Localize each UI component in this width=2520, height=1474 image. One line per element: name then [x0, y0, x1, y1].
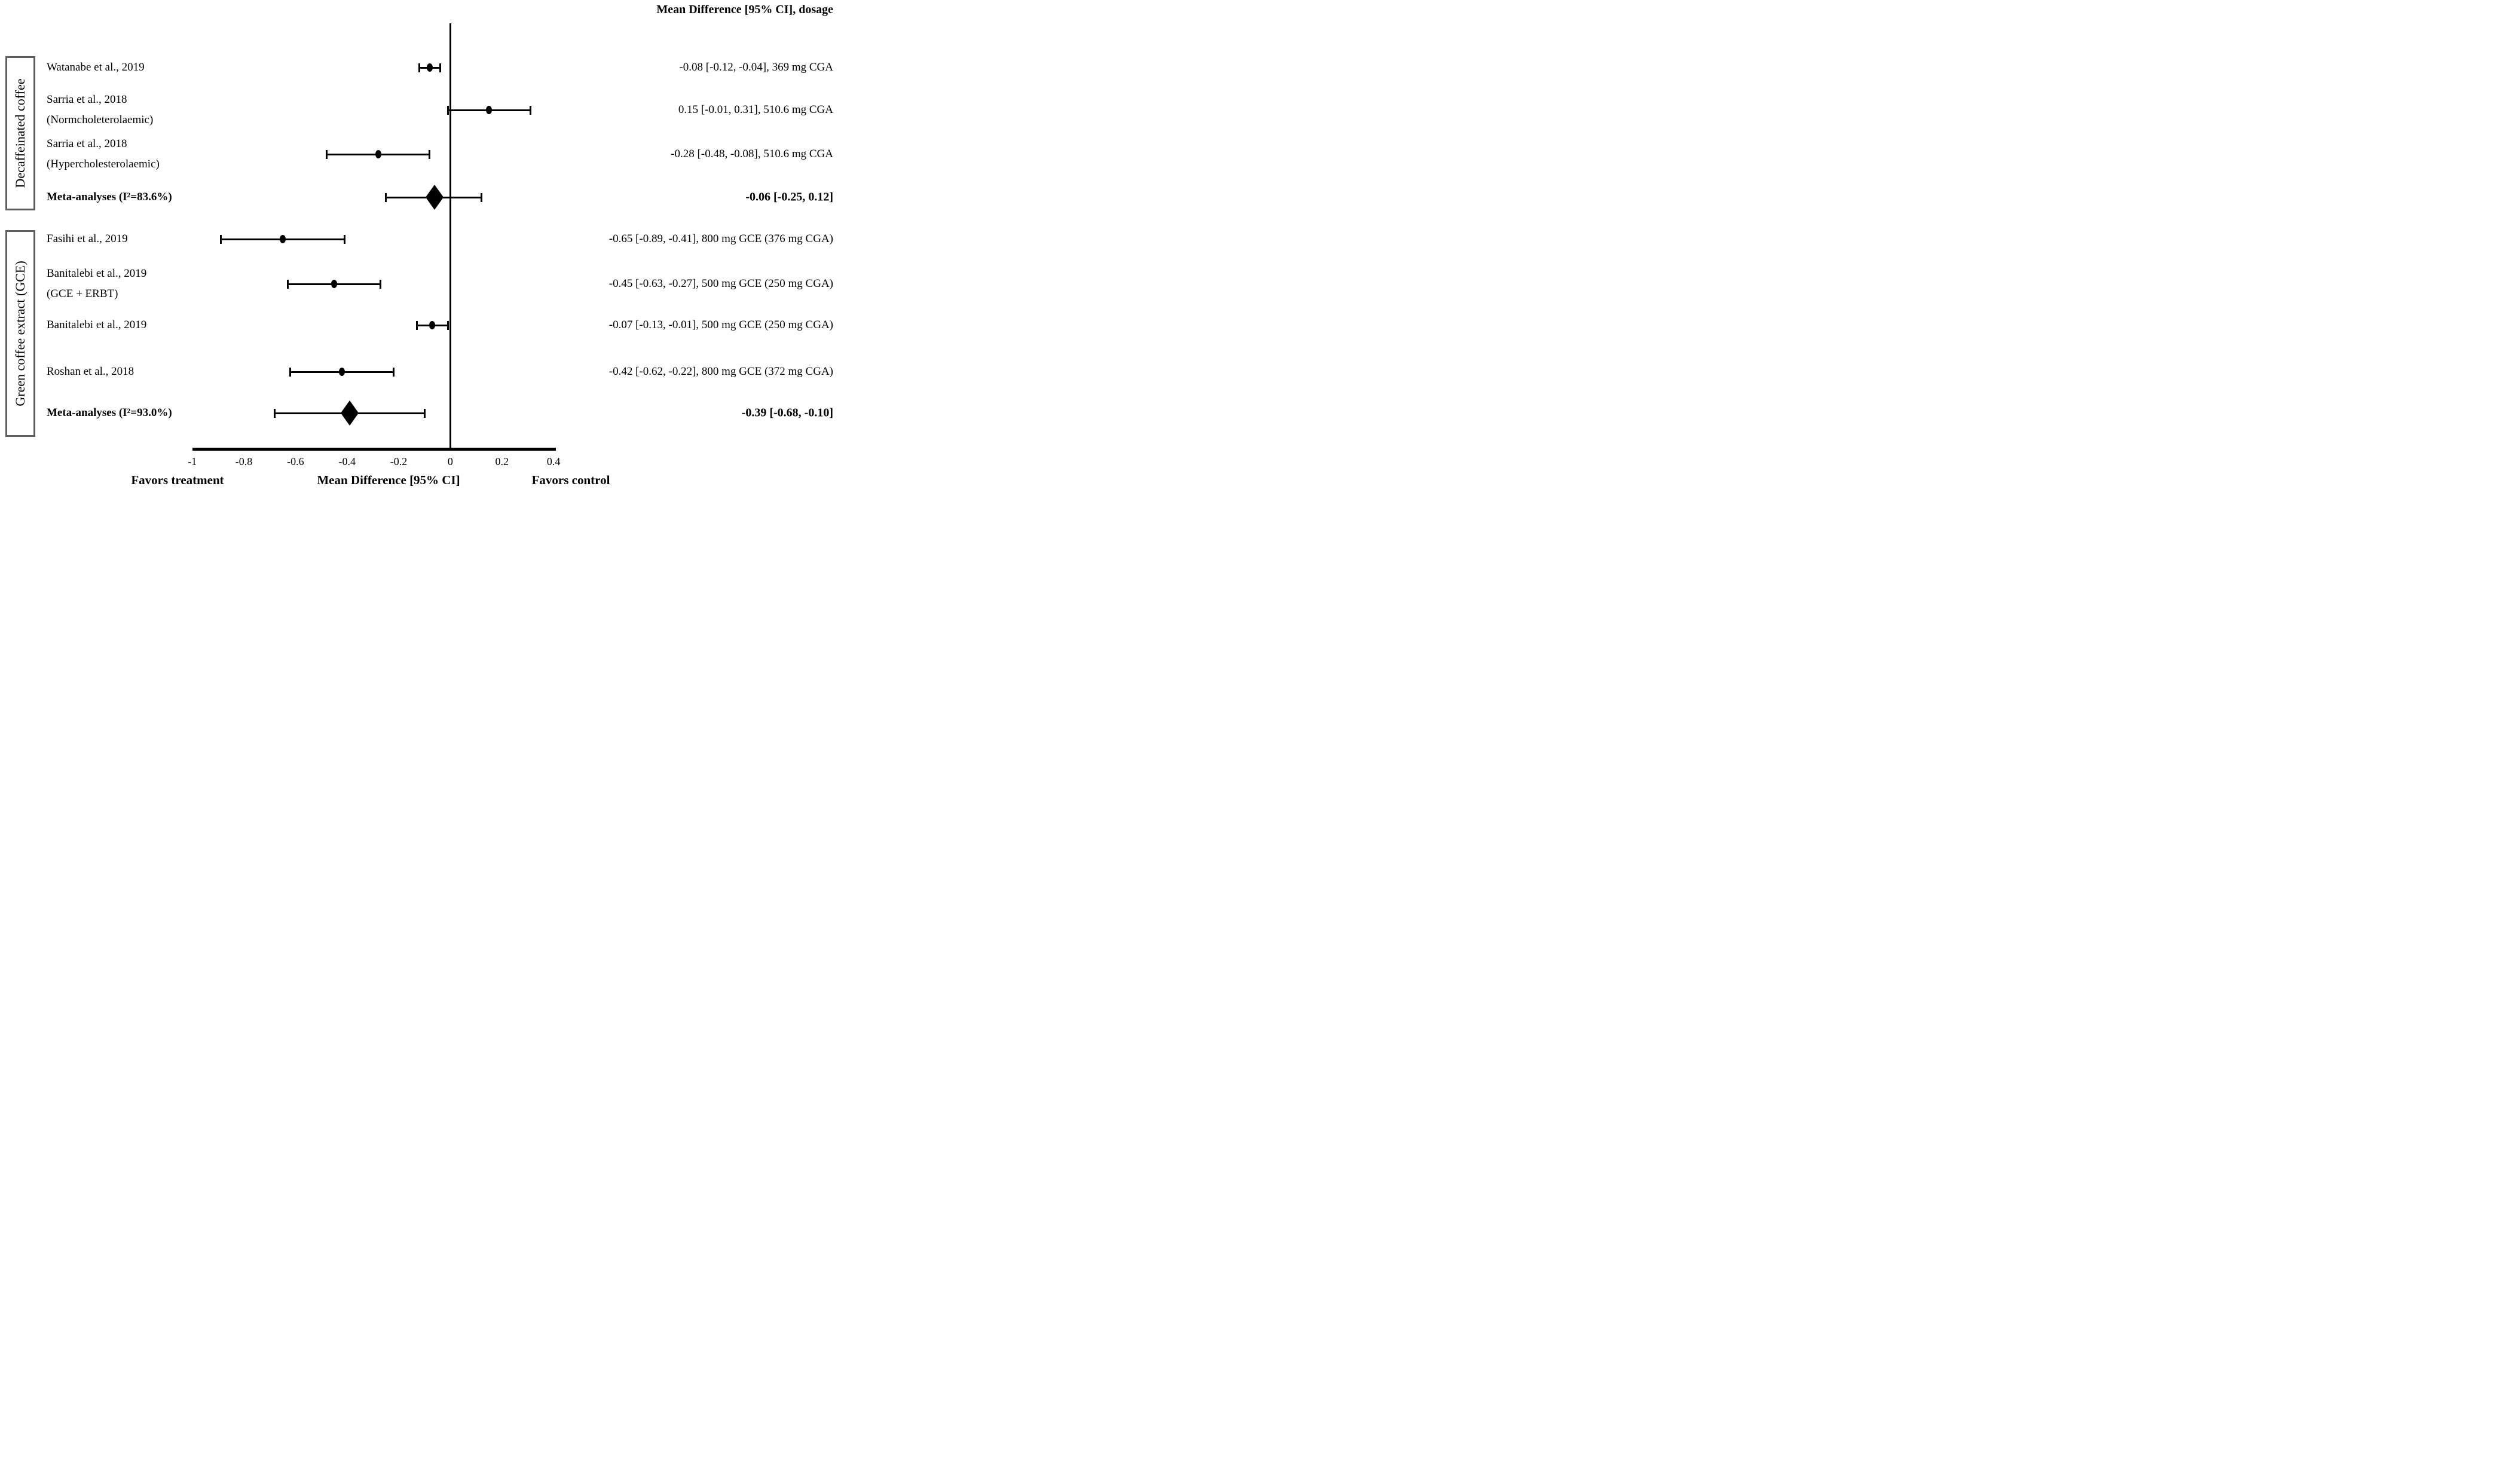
x-tick-label: -0.8 [235, 455, 253, 467]
group-label: Green coffee extract (GCE) [13, 261, 27, 406]
effect-value: -0.07 [-0.13, -0.01], 500 mg GCE (250 mg… [608, 319, 833, 331]
study-label-line: Banitalebi et al., 2019 [47, 319, 147, 331]
effect-value: -0.39 [-0.68, -0.10] [741, 406, 833, 420]
study-label: Roshan et al., 2018 [47, 362, 134, 382]
x-tick-label: -0.6 [287, 455, 304, 467]
ci-cap-left [219, 234, 222, 244]
group-box-green-coffee-extract: Green coffee extract (GCE) [5, 230, 35, 437]
ci-cap-right [446, 320, 449, 330]
study-label: Banitalebi et al., 2019 (GCE + ERBT) [47, 264, 146, 304]
study-label: Meta-analyses (I²=83.6%) [47, 187, 172, 207]
summary-diamond [341, 400, 359, 426]
study-label-line: (Hypercholesterolaemic) [47, 158, 160, 170]
favors-control-label: Favors control [531, 473, 610, 487]
study-label: Meta-analyses (I²=93.0%) [47, 403, 172, 423]
effect-value: -0.08 [-0.12, -0.04], 369 mg CGA [679, 61, 833, 74]
zero-reference-line [449, 23, 451, 451]
x-tick-label: -0.2 [390, 455, 408, 467]
study-label-line: Fasihi et al., 2019 [47, 233, 128, 245]
ci-cap-left [274, 408, 276, 418]
ci-cap-left [415, 320, 418, 330]
study-label: Watanabe et al., 2019 [47, 57, 145, 78]
ci-cap-right [480, 192, 482, 202]
study-label-line: Meta-analyses (I²=93.0%) [47, 406, 172, 419]
forest-plot-figure: Mean Difference [95% CI], dosage Decaffe… [0, 0, 837, 491]
point-marker [375, 150, 381, 158]
ci-cap-right [423, 408, 426, 418]
point-marker [426, 63, 433, 72]
study-label-line: Roshan et al., 2018 [47, 365, 134, 378]
ci-cap-right [439, 63, 441, 72]
point-marker [429, 321, 436, 329]
x-tick-label: -0.4 [338, 455, 356, 467]
point-marker [339, 368, 345, 376]
x-tick-label: 0 [447, 455, 453, 467]
study-label-line: (GCE + ERBT) [47, 288, 118, 300]
effect-value: 0.15 [-0.01, 0.31], 510.6 mg CGA [678, 103, 833, 116]
ci-cap-left [446, 105, 449, 115]
ci-cap-right [392, 367, 394, 377]
study-label: Banitalebi et al., 2019 [47, 315, 146, 335]
effect-value: -0.06 [-0.25, 0.12] [745, 190, 833, 204]
study-label-line: (Normcholeterolaemic) [47, 114, 154, 126]
point-marker [331, 280, 338, 288]
point-marker [486, 106, 493, 114]
study-label-line: Banitalebi et al., 2019 [47, 267, 147, 280]
group-label: Decaffeinated coffee [13, 78, 27, 188]
x-tick-label: 0.2 [495, 455, 509, 467]
ci-cap-right [529, 105, 531, 115]
effect-value: -0.28 [-0.48, -0.08], 510.6 mg CGA [671, 148, 833, 160]
x-axis-line [192, 448, 556, 451]
group-box-decaffeinated-coffee: Decaffeinated coffee [5, 56, 35, 210]
study-label-line: Sarria et al., 2018 [47, 93, 127, 106]
study-label-line: Watanabe et al., 2019 [47, 61, 145, 74]
study-label: Sarria et al., 2018 (Hypercholesterolaemi… [47, 134, 160, 175]
ci-cap-left [384, 192, 387, 202]
ci-cap-left [418, 63, 421, 72]
summary-diamond [426, 185, 444, 210]
value-column-header: Mean Difference [95% CI], dosage [656, 3, 833, 16]
study-label: Sarria et al., 2018 (Normcholeterolaemic) [47, 90, 153, 130]
x-axis-title: Mean Difference [95% CI] [317, 473, 460, 487]
ci-cap-right [380, 279, 382, 289]
ci-cap-left [289, 367, 292, 377]
study-label-line: Sarria et al., 2018 [47, 137, 127, 150]
effect-value: -0.65 [-0.89, -0.41], 800 mg GCE (376 mg… [608, 233, 833, 245]
x-tick-label: 0.4 [546, 455, 561, 467]
favors-treatment-label: Favors treatment [131, 473, 224, 487]
study-label: Fasihi et al., 2019 [47, 229, 128, 249]
ci-cap-right [343, 234, 345, 244]
ci-cap-right [429, 149, 431, 159]
study-label-line: Meta-analyses (I²=83.6%) [47, 191, 172, 203]
ci-cap-left [325, 149, 328, 159]
effect-value: -0.45 [-0.63, -0.27], 500 mg GCE (250 mg… [608, 277, 833, 290]
point-marker [279, 235, 286, 243]
x-tick-label: -1 [188, 455, 197, 467]
ci-cap-left [286, 279, 289, 289]
effect-value: -0.42 [-0.62, -0.22], 800 mg GCE (372 mg… [608, 365, 833, 378]
